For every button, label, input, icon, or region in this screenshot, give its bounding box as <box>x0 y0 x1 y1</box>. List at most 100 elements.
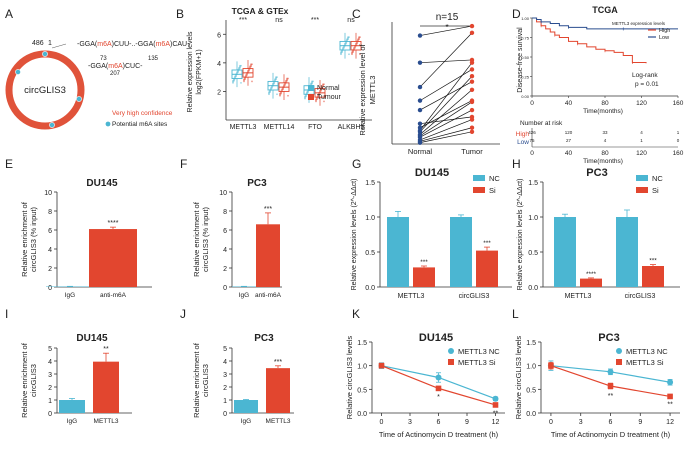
x-tick-label: 6 <box>609 419 613 426</box>
y-axis-label: Relative expression level of <box>358 43 367 135</box>
x-axis-label: Time(months) <box>583 158 623 165</box>
y-tick-label: 0.0 <box>528 285 538 292</box>
y-tick-label: 5 <box>48 346 52 353</box>
sequence-part: )CUU-..-GGA( <box>112 41 157 48</box>
y-axis-label: circGLIS3 <box>201 364 210 397</box>
pair-line <box>419 62 473 131</box>
x-tick-label: IgG <box>241 418 251 425</box>
jitter-point <box>287 94 289 97</box>
legend-label: Low <box>659 35 669 41</box>
jitter-point <box>351 51 353 54</box>
x-tick-label: METTL3 <box>94 418 119 425</box>
x-tick-label: Tumor <box>461 147 483 156</box>
y-tick-label: 0.75 <box>521 36 530 41</box>
m6a-site-dot <box>15 69 21 75</box>
y-tick-label: 4 <box>48 247 52 254</box>
jitter-point <box>319 89 321 92</box>
significance-label: ** <box>608 393 614 400</box>
significance-label: *** <box>311 17 319 24</box>
normal-point <box>417 107 423 113</box>
bar <box>413 267 435 287</box>
chart-title: TCGA <box>592 5 618 15</box>
jitter-point <box>355 42 357 45</box>
jitter-point <box>321 85 323 88</box>
legend-swatch <box>473 187 485 193</box>
bar <box>580 278 602 287</box>
y-tick-label: 4 <box>223 359 227 366</box>
y-tick-label: 0.0 <box>357 411 367 418</box>
legend-marker <box>616 348 622 354</box>
panel-letter: D <box>512 7 521 21</box>
data-point <box>435 385 442 392</box>
jitter-point <box>285 79 287 82</box>
x-tick-label: 12 <box>666 419 674 426</box>
y-tick-label: 1.0 <box>528 215 538 222</box>
jitter-point <box>323 100 325 103</box>
survival-curve <box>532 17 647 64</box>
normal-point <box>417 125 423 130</box>
tumor-point <box>469 74 475 79</box>
x-tick-label: 0 <box>380 419 384 426</box>
x-tick-label: METTL3 <box>398 293 425 300</box>
jitter-point <box>243 78 245 81</box>
exon-label: Exon 2 <box>33 113 48 118</box>
sequence-label: -GGA(m6A)CUC- <box>88 63 143 70</box>
panel-c: Relative expression level of METTL3 Normal… <box>358 12 500 156</box>
jitter-point <box>247 69 249 72</box>
tumor-point <box>469 67 475 72</box>
y-axis-label: Relative expression levels (2^-ΔΔct) <box>351 179 358 291</box>
bar <box>93 361 119 413</box>
jitter-point <box>239 64 241 67</box>
x-tick-label: 40 <box>565 150 573 157</box>
y-tick-label: 2 <box>217 89 221 96</box>
legend-label: Tumour <box>317 94 342 101</box>
y-tick-label: 4 <box>48 359 52 366</box>
significance-label: *** <box>274 359 282 366</box>
risk-value: 1 <box>677 130 680 135</box>
chart-title: TCGA & GTEx <box>232 6 289 16</box>
jitter-point <box>251 80 253 83</box>
risk-value: 4 <box>640 130 643 135</box>
sequence-part: -GGA( <box>88 63 109 70</box>
tumor-point <box>469 98 475 103</box>
chart-title: PC3 <box>586 167 607 179</box>
panel-j: PC3 0 1 2 3 4 5 Relative enrichment of circGLIS3… <box>192 333 294 425</box>
risk-value: 27 <box>566 138 572 143</box>
x-tick-label: METTL3 <box>230 124 257 131</box>
normal-point <box>417 33 423 38</box>
tumor-point <box>469 30 475 36</box>
position-label: 207 <box>110 71 121 77</box>
y-tick-label: 1.5 <box>357 340 367 347</box>
pointer-line <box>51 43 67 49</box>
legend-swatch <box>473 175 485 181</box>
y-tick-label: 0.5 <box>365 250 375 257</box>
jitter-point <box>342 46 344 49</box>
jitter-point <box>353 46 355 49</box>
y-tick-label: 0 <box>223 285 227 292</box>
y-axis-label: log2(FPKM+1) <box>196 49 203 94</box>
significance-label: *** <box>264 206 272 213</box>
pair-line <box>419 32 473 88</box>
y-tick-label: 2 <box>223 385 227 392</box>
y-tick-label: 1 <box>48 398 52 405</box>
data-point <box>667 379 674 386</box>
significance-label: ** <box>493 410 499 417</box>
sequence-part: m6A <box>156 41 171 48</box>
normal-point <box>417 84 423 90</box>
jitter-point <box>281 88 283 91</box>
data-point <box>378 362 385 369</box>
panel-letter: B <box>176 7 184 21</box>
risk-value: 120 <box>565 130 573 135</box>
x-tick-label: 0 <box>530 150 534 157</box>
x-tick-label: IgG <box>67 418 77 425</box>
jitter-point <box>347 36 349 39</box>
y-tick-label: 10 <box>44 190 52 197</box>
x-tick-label: 9 <box>465 419 469 426</box>
x-tick-label: ALKBH5 <box>338 124 365 131</box>
panel-letter: L <box>512 307 519 321</box>
legend-label: METTL3 NC <box>458 347 500 356</box>
data-point <box>435 374 442 381</box>
legend-label: METTL3 Si <box>458 358 496 367</box>
jitter-point <box>310 82 312 85</box>
